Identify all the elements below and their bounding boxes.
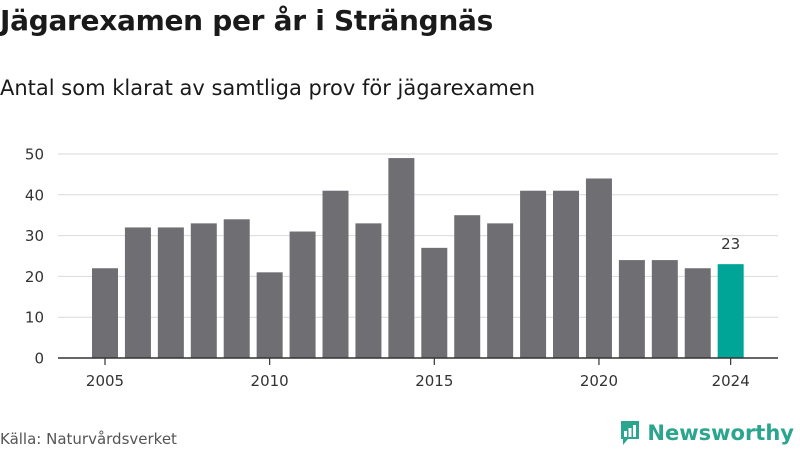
x-tick-label: 2010 bbox=[251, 372, 289, 390]
bar-chart: 0 10 20 30 40 50 23 2005 2010 2015 2020 2024 bbox=[25, 146, 778, 390]
bar-2006 bbox=[124, 227, 151, 358]
bar-2016 bbox=[454, 215, 481, 358]
bar-2007 bbox=[157, 227, 184, 358]
bar-2022 bbox=[651, 260, 678, 358]
x-tick-label: 2005 bbox=[86, 372, 124, 390]
x-tick-label: 2015 bbox=[415, 372, 453, 390]
brand-name: Newsworthy bbox=[647, 421, 794, 445]
bar-2024 bbox=[717, 264, 744, 358]
bar-2013 bbox=[355, 223, 382, 358]
newsworthy-logo-icon bbox=[621, 421, 640, 445]
x-tick-label: 2024 bbox=[712, 372, 750, 390]
bar-2020 bbox=[585, 178, 612, 358]
bar-2011 bbox=[289, 231, 316, 358]
y-axis-ticks: 0 10 20 30 40 50 bbox=[25, 146, 44, 368]
y-tick-label: 10 bbox=[25, 309, 44, 327]
data-labels: 23 bbox=[721, 235, 740, 253]
y-tick-label: 40 bbox=[25, 186, 44, 204]
bars bbox=[92, 158, 744, 358]
bar-2015 bbox=[421, 247, 448, 358]
bar-2018 bbox=[520, 190, 547, 358]
y-tick-label: 50 bbox=[25, 146, 44, 164]
bar-2019 bbox=[553, 190, 580, 358]
brand-logo: Newsworthy bbox=[619, 420, 794, 446]
bar-2009 bbox=[223, 219, 250, 358]
bar-2021 bbox=[618, 260, 645, 358]
chart-title: Jägarexamen per år i Strängnäs bbox=[0, 4, 493, 37]
x-axis-ticks: 2005 2010 2015 2020 2024 bbox=[86, 358, 750, 390]
bar-2010 bbox=[256, 272, 283, 358]
data-label-2024: 23 bbox=[721, 235, 740, 253]
y-tick-label: 20 bbox=[25, 268, 44, 286]
bar-2008 bbox=[190, 223, 217, 358]
source-note: Källa: Naturvårdsverket bbox=[0, 430, 177, 448]
y-tick-label: 0 bbox=[34, 350, 44, 368]
bar-2014 bbox=[388, 158, 415, 358]
bar-2005 bbox=[92, 268, 118, 358]
x-tick-label: 2020 bbox=[580, 372, 618, 390]
chart-subtitle: Antal som klarat av samtliga prov för jä… bbox=[0, 76, 536, 100]
bar-2023 bbox=[684, 268, 711, 358]
y-tick-label: 30 bbox=[25, 227, 44, 245]
bar-2012 bbox=[322, 190, 349, 358]
bar-2017 bbox=[487, 223, 514, 358]
